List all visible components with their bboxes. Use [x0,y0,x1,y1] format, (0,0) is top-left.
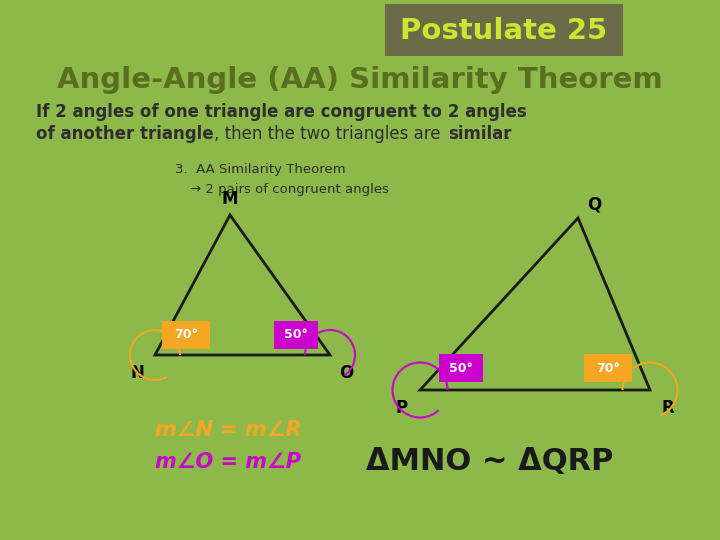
Text: If 2 angles of one triangle are congruent to 2 angles: If 2 angles of one triangle are congruen… [36,103,527,121]
Text: 50°: 50° [284,328,308,341]
Text: Postulate 25: Postulate 25 [400,17,608,45]
FancyBboxPatch shape [584,354,632,382]
Text: , then the two triangles are: , then the two triangles are [214,125,446,143]
Text: .: . [504,125,509,143]
Text: M: M [222,190,238,208]
Text: Q: Q [587,195,601,213]
FancyBboxPatch shape [385,4,623,56]
Text: 70°: 70° [596,361,620,375]
Text: 50°: 50° [449,361,473,375]
Text: N: N [130,364,144,382]
Text: O: O [339,364,353,382]
Text: Angle-Angle (AA) Similarity Theorem: Angle-Angle (AA) Similarity Theorem [57,66,663,94]
Text: of another triangle: of another triangle [36,125,214,143]
Text: R: R [662,399,675,417]
Text: m∠N = m∠R: m∠N = m∠R [155,420,302,440]
Text: similar: similar [448,125,511,143]
FancyBboxPatch shape [274,321,318,349]
Text: → 2 pairs of congruent angles: → 2 pairs of congruent angles [190,184,389,197]
Text: P: P [396,399,408,417]
Text: m∠O = m∠P: m∠O = m∠P [155,452,301,472]
Text: 3.  AA Similarity Theorem: 3. AA Similarity Theorem [175,164,346,177]
Text: 70°: 70° [174,328,198,341]
Text: ΔMNO ~ ΔQRP: ΔMNO ~ ΔQRP [366,448,613,476]
FancyBboxPatch shape [439,354,483,382]
FancyBboxPatch shape [162,321,210,349]
